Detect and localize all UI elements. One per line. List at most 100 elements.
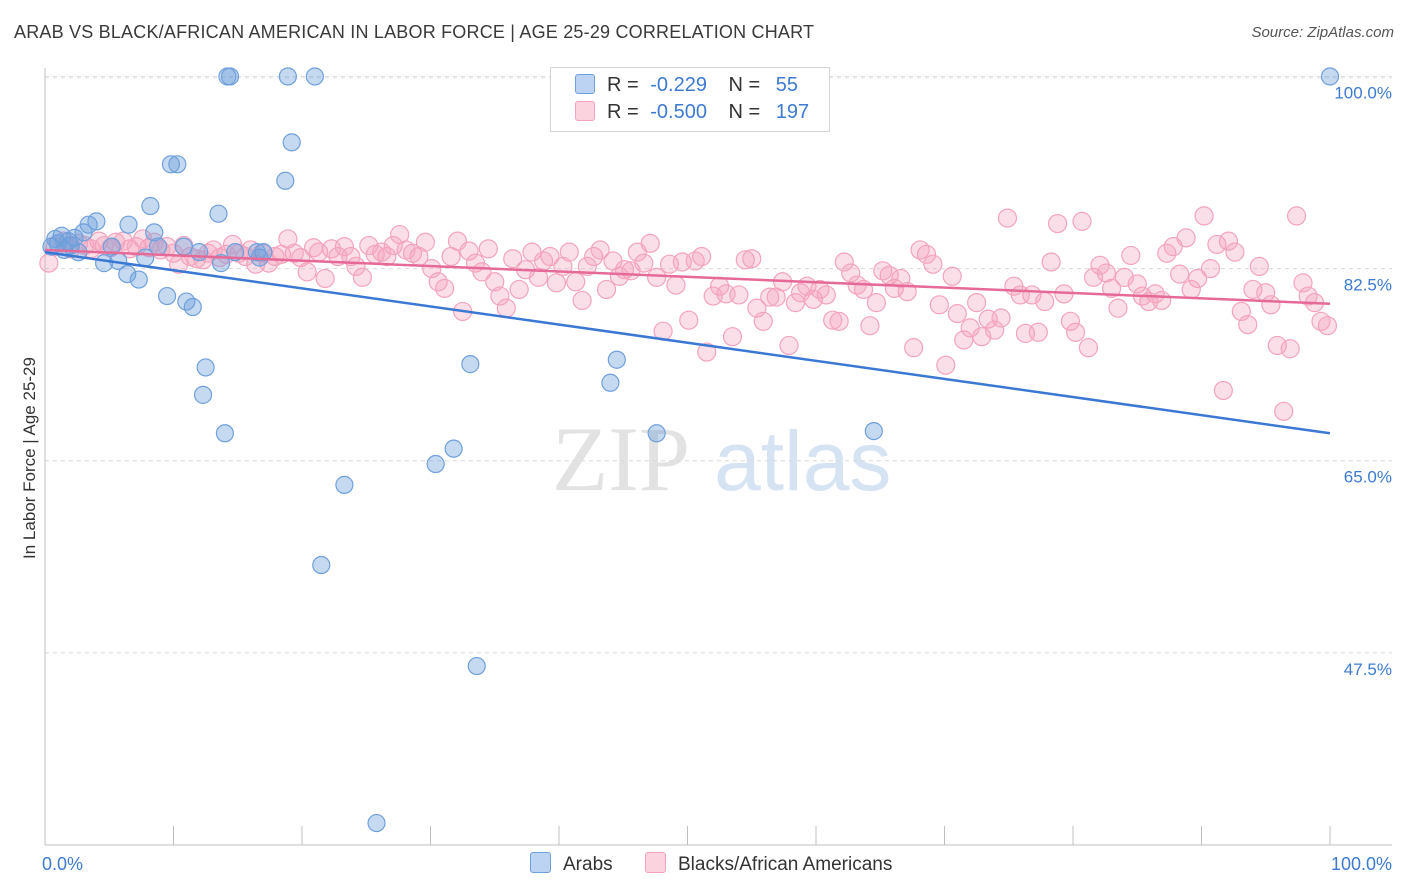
point-blacks <box>377 246 397 267</box>
point-blacks <box>679 310 699 330</box>
point-arabs <box>461 355 480 374</box>
point-blacks <box>947 304 967 324</box>
point-arabs <box>335 475 354 494</box>
point-blacks <box>566 272 586 292</box>
point-blacks <box>315 268 335 289</box>
point-arabs <box>215 424 234 443</box>
stats-row-arabs: R = -0.229 N = 55 <box>575 74 798 100</box>
point-blacks <box>39 253 59 273</box>
point-blacks <box>478 239 498 259</box>
point-blacks <box>415 232 435 252</box>
point-arabs <box>254 243 273 262</box>
point-blacks <box>435 278 455 298</box>
watermark-zip: ZIP <box>552 408 690 510</box>
y-tick-label: 65.0% <box>1344 468 1392 487</box>
trend-line-arabs <box>44 250 1331 435</box>
point-blacks <box>760 287 780 307</box>
point-blacks <box>577 256 597 277</box>
trend-lines <box>44 248 1331 435</box>
n-value: 197 <box>775 101 810 123</box>
grid-lines <box>45 75 1392 654</box>
point-blacks <box>1225 242 1245 262</box>
point-blacks <box>997 208 1018 228</box>
r-value: -0.229 <box>650 74 707 96</box>
point-arabs <box>148 237 168 256</box>
point-blacks <box>929 295 949 315</box>
point-arabs <box>174 237 193 256</box>
point-blacks <box>383 235 403 256</box>
point-blacks <box>1108 298 1128 318</box>
y-tick-label: 82.5% <box>1344 276 1392 295</box>
point-blacks <box>1121 245 1141 266</box>
point-blacks <box>1286 206 1307 226</box>
point-blacks <box>1065 322 1086 342</box>
point-blacks <box>634 253 654 273</box>
point-blacks <box>596 279 617 300</box>
point-arabs <box>161 155 181 174</box>
point-blacks <box>187 249 207 269</box>
r-label: R = <box>607 74 639 96</box>
point-blacks <box>916 244 937 264</box>
stats-legend: R = -0.229 N = 55 R = -0.500 N = 197 <box>550 67 830 132</box>
point-blacks <box>1170 264 1190 284</box>
n-label: N = <box>728 101 761 123</box>
point-arabs <box>129 270 148 289</box>
point-blacks <box>1028 322 1048 342</box>
point-blacks <box>823 310 843 330</box>
point-blacks <box>459 241 479 261</box>
point-blacks <box>572 290 592 311</box>
point-blacks <box>297 262 317 282</box>
legend-item-blacks[interactable]: Blacks/African Americans <box>645 852 892 876</box>
point-blacks <box>1035 291 1055 312</box>
point-blacks <box>1083 267 1104 287</box>
point-blacks <box>1152 290 1172 311</box>
arabs-swatch <box>575 74 595 94</box>
stats-row-blacks: R = -0.500 N = 197 <box>575 101 809 127</box>
point-blacks <box>1274 401 1294 421</box>
point-arabs <box>87 212 106 231</box>
x-tick-label: 100.0% <box>1331 854 1392 874</box>
watermark: ZIP atlas <box>552 408 891 510</box>
point-arabs <box>601 373 620 392</box>
source-label: Source: ZipAtlas.com <box>1251 24 1394 41</box>
point-blacks <box>729 285 749 305</box>
point-arabs <box>209 204 228 223</box>
arabs-legend-swatch <box>530 852 551 873</box>
point-arabs <box>278 67 297 86</box>
point-blacks <box>496 298 516 318</box>
point-blacks <box>985 320 1005 340</box>
chart-title: ARAB VS BLACK/AFRICAN AMERICAN IN LABOR … <box>14 22 815 42</box>
point-blacks <box>967 293 987 313</box>
point-blacks <box>1207 234 1227 255</box>
point-blacks <box>1194 206 1214 226</box>
r-label: R = <box>607 101 639 123</box>
point-arabs <box>193 385 213 404</box>
series-arabs-points <box>42 67 1340 833</box>
point-blacks <box>1060 311 1081 331</box>
point-blacks <box>163 243 184 263</box>
point-blacks <box>936 355 956 375</box>
point-blacks <box>803 289 824 309</box>
point-arabs <box>1320 67 1340 86</box>
point-blacks <box>841 263 861 283</box>
point-blacks <box>1218 231 1239 251</box>
point-blacks <box>904 338 924 358</box>
legend-item-arabs[interactable]: Arabs <box>530 852 613 876</box>
point-blacks <box>503 249 523 269</box>
point-blacks <box>1072 211 1092 231</box>
point-arabs <box>226 243 245 262</box>
point-arabs <box>141 196 160 216</box>
point-blacks <box>1238 314 1258 335</box>
point-arabs <box>276 171 295 190</box>
point-arabs <box>220 67 240 86</box>
point-blacks <box>1213 380 1233 401</box>
point-blacks <box>485 272 505 292</box>
point-blacks <box>640 233 660 253</box>
n-label: N = <box>728 74 761 96</box>
n-value: 55 <box>775 74 799 96</box>
point-blacks <box>1176 228 1196 248</box>
point-blacks <box>334 237 355 257</box>
point-blacks <box>816 285 836 305</box>
blacks-legend-swatch <box>645 852 666 873</box>
point-blacks <box>834 252 854 272</box>
